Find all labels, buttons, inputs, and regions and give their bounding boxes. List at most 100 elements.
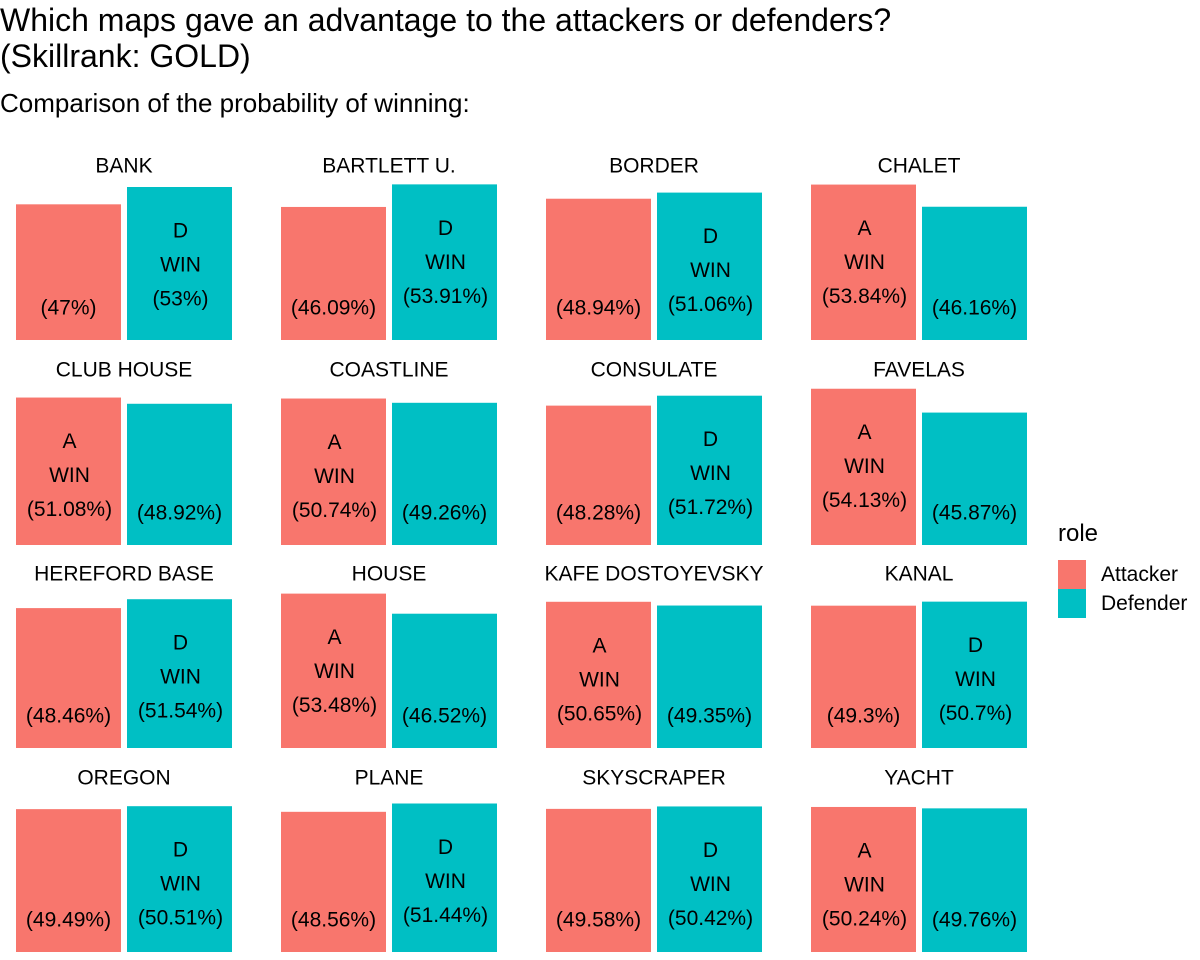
bar-skyscraper-defender xyxy=(657,806,762,952)
winner-letter-consulate: D xyxy=(703,428,718,451)
win-label-plane: WIN xyxy=(425,870,466,893)
win-label-skyscraper: WIN xyxy=(690,873,731,896)
bar-plane-defender xyxy=(392,803,497,952)
win-label-consulate: WIN xyxy=(690,462,731,485)
bar-kanal-defender xyxy=(922,601,1027,748)
win-label-border: WIN xyxy=(690,259,731,282)
value-label-chalet-defender: (46.16%) xyxy=(932,297,1017,320)
value-label-club-house-defender: (48.92%) xyxy=(137,502,222,525)
legend-item-attacker: Attacker xyxy=(1058,560,1178,589)
value-label-kafe-dostoyevsky-attacker: (50.65%) xyxy=(557,702,642,725)
win-label-coastline: WIN xyxy=(314,465,355,488)
value-label-coastline-defender: (49.26%) xyxy=(402,502,487,525)
bar-club-house-defender xyxy=(127,403,232,545)
bar-oregon-defender xyxy=(127,806,232,952)
value-label-house-defender: (46.52%) xyxy=(402,705,487,728)
bar-yacht-attacker xyxy=(811,806,916,952)
facet-label-oregon: OREGON xyxy=(77,767,170,790)
bar-bartlett-u-defender xyxy=(392,184,497,340)
win-label-kafe-dostoyevsky: WIN xyxy=(579,668,620,691)
value-label-oregon-defender: (50.51%) xyxy=(138,907,223,930)
bar-border-defender xyxy=(657,192,762,340)
chart-subtitle: Comparison of the probability of winning… xyxy=(0,88,470,118)
legend-title: role xyxy=(1058,520,1099,547)
bar-kanal-attacker xyxy=(811,605,916,748)
win-label-kanal: WIN xyxy=(955,668,996,691)
value-label-kafe-dostoyevsky-defender: (49.35%) xyxy=(667,705,752,728)
value-label-bank-attacker: (47%) xyxy=(40,297,96,320)
win-label-bank: WIN xyxy=(160,254,201,277)
bar-favelas-defender xyxy=(922,412,1027,545)
facet-label-house: HOUSE xyxy=(352,563,427,586)
winner-letter-house: A xyxy=(327,626,341,649)
value-label-skyscraper-attacker: (49.58%) xyxy=(556,909,641,932)
winner-letter-plane: D xyxy=(438,836,453,859)
bar-hereford-base-defender xyxy=(127,599,232,748)
bar-favelas-attacker xyxy=(811,388,916,545)
value-label-house-attacker: (53.48%) xyxy=(292,694,377,717)
winner-letter-bartlett-u: D xyxy=(438,217,453,240)
facet-label-bank: BANK xyxy=(95,155,152,178)
facet-label-favelas: FAVELAS xyxy=(873,359,965,382)
bar-yacht-defender xyxy=(922,808,1027,952)
win-label-hereford-base: WIN xyxy=(160,666,201,689)
win-label-oregon: WIN xyxy=(160,873,201,896)
legend-key-attacker xyxy=(1058,560,1086,589)
facet-label-consulate: CONSULATE xyxy=(591,359,718,382)
bar-skyscraper-attacker xyxy=(546,808,651,952)
bar-consulate-defender xyxy=(657,395,762,545)
facet-label-plane: PLANE xyxy=(355,767,424,790)
bar-coastline-attacker xyxy=(281,398,386,545)
winner-letter-kafe-dostoyevsky: A xyxy=(592,634,606,657)
value-label-bartlett-u-defender: (53.91%) xyxy=(403,285,488,308)
facet-label-border: BORDER xyxy=(609,155,699,178)
value-label-kanal-attacker: (49.3%) xyxy=(827,705,901,728)
value-label-yacht-defender: (49.76%) xyxy=(932,909,1017,932)
value-label-chalet-attacker: (53.84%) xyxy=(822,285,907,308)
legend-label-defender: Defender xyxy=(1101,592,1188,615)
bar-plane-attacker xyxy=(281,811,386,952)
bar-kafe-dostoyevsky-attacker xyxy=(546,601,651,748)
bar-bank-defender xyxy=(127,187,232,340)
winner-letter-club-house: A xyxy=(62,430,76,453)
facet-label-bartlett-u: BARTLETT U. xyxy=(322,155,455,178)
facet-label-kanal: KANAL xyxy=(885,563,954,586)
winner-letter-bank: D xyxy=(173,220,188,243)
bar-chalet-attacker xyxy=(811,184,916,340)
facet-label-club-house: CLUB HOUSE xyxy=(56,359,193,382)
value-label-favelas-defender: (45.87%) xyxy=(932,502,1017,525)
value-label-skyscraper-defender: (50.42%) xyxy=(668,907,753,930)
bar-oregon-attacker xyxy=(16,809,121,952)
facet-label-hereford-base: HEREFORD BASE xyxy=(34,563,214,586)
legend-item-defender: Defender xyxy=(1058,589,1187,618)
facet-label-chalet: CHALET xyxy=(878,155,961,178)
win-label-favelas: WIN xyxy=(844,455,885,478)
bar-club-house-attacker xyxy=(16,397,121,545)
bar-border-attacker xyxy=(546,198,651,340)
value-label-yacht-attacker: (50.24%) xyxy=(822,907,907,930)
value-label-club-house-attacker: (51.08%) xyxy=(27,498,112,521)
winner-letter-favelas: A xyxy=(857,421,871,444)
bar-bartlett-u-attacker xyxy=(281,206,386,340)
bar-consulate-attacker xyxy=(546,405,651,545)
winner-letter-hereford-base: D xyxy=(173,632,188,655)
winner-letter-oregon: D xyxy=(173,839,188,862)
value-label-oregon-attacker: (49.49%) xyxy=(26,909,111,932)
winner-letter-kanal: D xyxy=(968,634,983,657)
winner-letter-yacht: A xyxy=(857,839,871,862)
bar-kafe-dostoyevsky-defender xyxy=(657,605,762,748)
facet-label-skyscraper: SKYSCRAPER xyxy=(582,767,726,790)
bar-bank-attacker xyxy=(16,204,121,340)
facet-label-kafe-dostoyevsky: KAFE DOSTOYEVSKY xyxy=(544,563,763,586)
winner-letter-skyscraper: D xyxy=(703,839,718,862)
value-label-hereford-base-attacker: (48.46%) xyxy=(26,705,111,728)
bar-house-attacker xyxy=(281,593,386,748)
facet-label-yacht: YACHT xyxy=(884,767,954,790)
winner-letter-border: D xyxy=(703,225,718,248)
value-label-hereford-base-defender: (51.54%) xyxy=(138,700,223,723)
bar-coastline-defender xyxy=(392,402,497,545)
legend-label-attacker: Attacker xyxy=(1101,563,1179,586)
win-label-chalet: WIN xyxy=(844,251,885,274)
value-label-favelas-attacker: (54.13%) xyxy=(822,489,907,512)
winner-letter-chalet: A xyxy=(857,217,871,240)
